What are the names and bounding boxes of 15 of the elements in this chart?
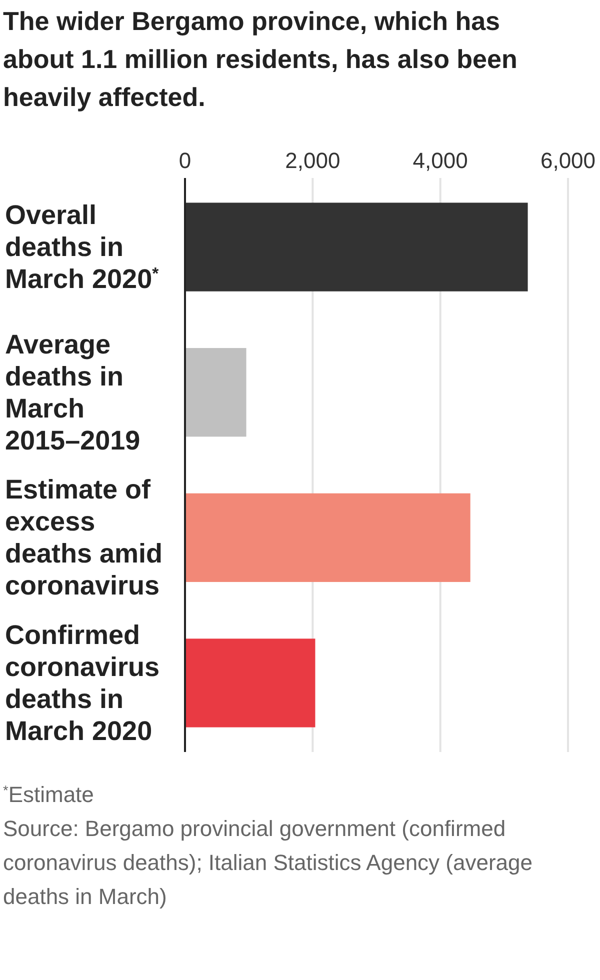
bar xyxy=(185,638,316,728)
y-tick-label: Average deaths in March 2015–2019 xyxy=(5,329,140,456)
y-tick-label: Confirmed coronavirus deaths in March 2020 xyxy=(5,620,160,746)
x-tick-label: 2,000 xyxy=(285,148,340,173)
bar xyxy=(185,202,528,292)
x-tick-label: 6,000 xyxy=(540,148,596,173)
x-tick-label: 4,000 xyxy=(412,148,468,173)
text: $^{*}$Estimate xyxy=(3,782,94,807)
bar xyxy=(185,348,246,437)
bar xyxy=(185,493,470,582)
y-tick-label: Overall deaths in March 2020$^{*}$ xyxy=(5,200,160,294)
chart-title: The wider Bergamo province, which has about 1.1 million residents, has also been heavily affected. xyxy=(3,6,518,112)
x-tick-label: 0 xyxy=(178,148,192,173)
source-note: Source: Bergamo provincial government (confirmed coronavirus deaths); Italian Statistics Agency (average deaths in March) xyxy=(3,816,532,909)
y-tick-label: Estimate of excess deaths amid coronavirus xyxy=(5,474,163,601)
